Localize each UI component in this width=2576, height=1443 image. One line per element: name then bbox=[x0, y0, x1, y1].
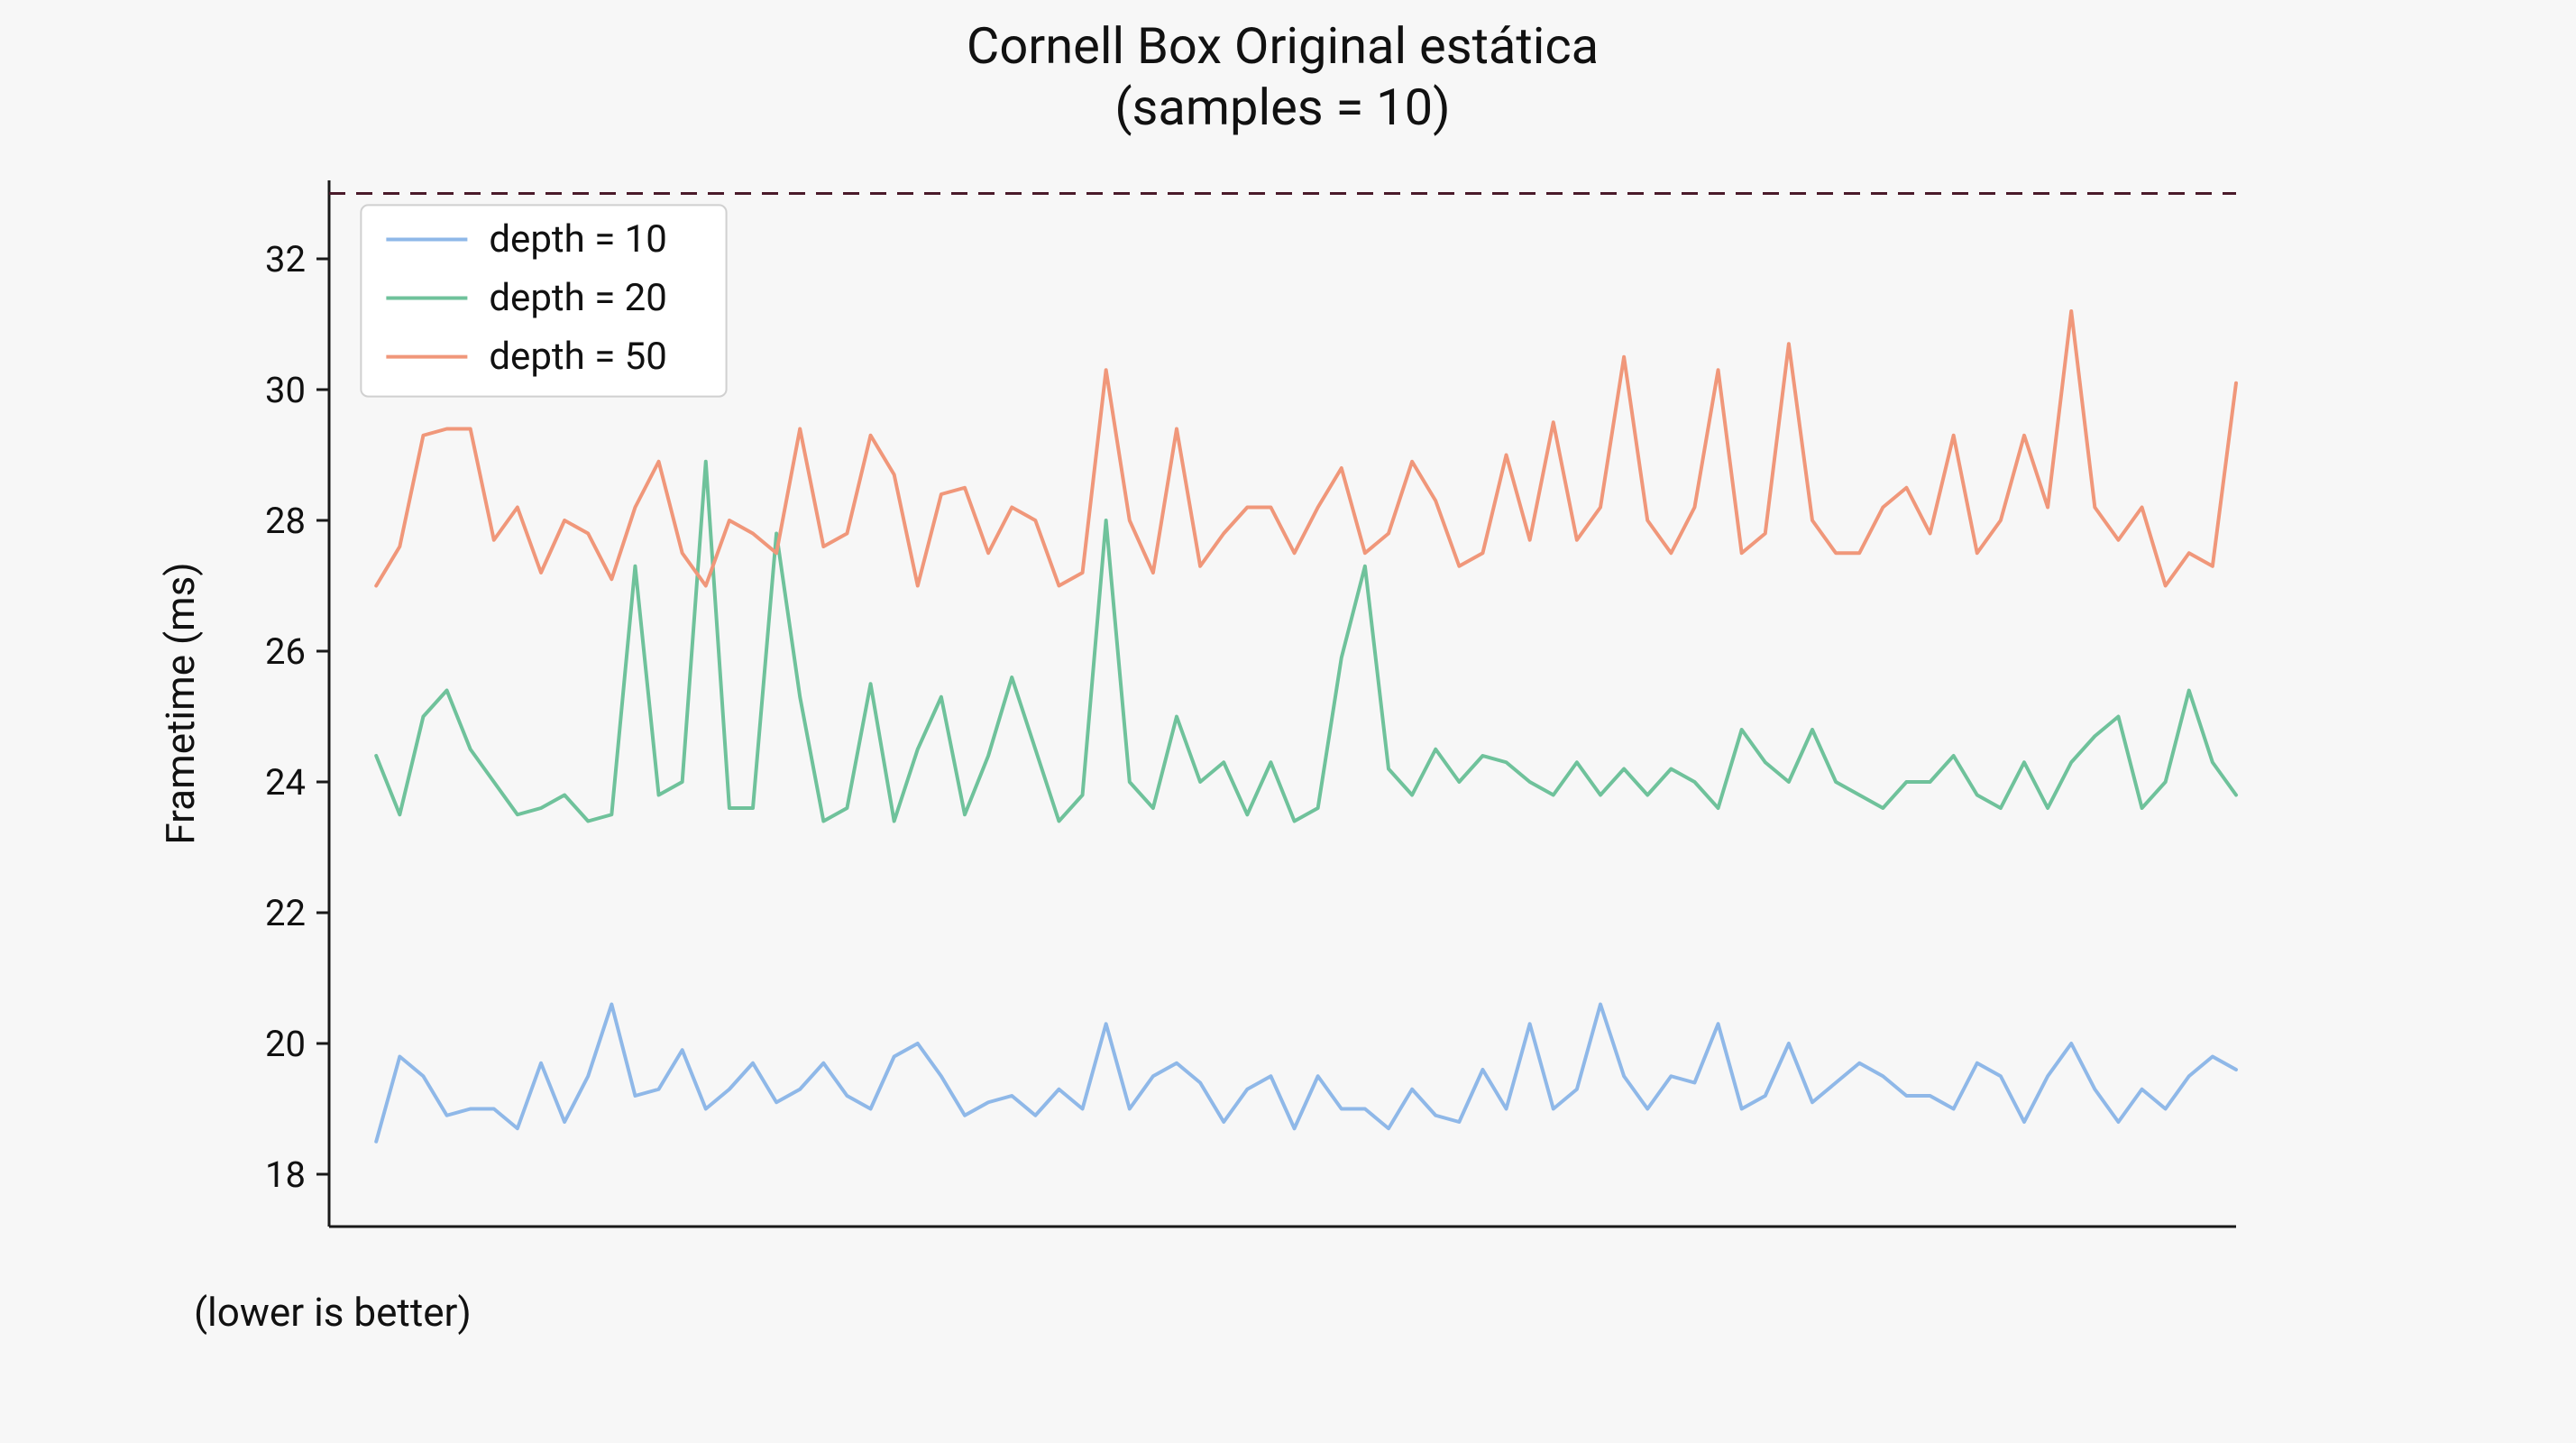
y-tick-label: 22 bbox=[265, 892, 306, 934]
y-tick-label: 20 bbox=[265, 1023, 306, 1065]
y-tick-label: 30 bbox=[265, 369, 306, 411]
y-tick-label: 24 bbox=[265, 761, 306, 804]
y-tick-label: 18 bbox=[265, 1153, 306, 1196]
y-axis-label: Frametime (ms) bbox=[157, 562, 204, 844]
chart-title-line2: (samples = 10) bbox=[1114, 78, 1450, 137]
y-tick-label: 26 bbox=[265, 630, 306, 673]
chart-footnote: (lower is better) bbox=[194, 1289, 472, 1336]
legend-label-2: depth = 50 bbox=[489, 335, 667, 379]
y-tick-label: 32 bbox=[265, 238, 306, 280]
y-tick-label: 28 bbox=[265, 500, 306, 542]
chart-title-line1: Cornell Box Original estática bbox=[967, 16, 1599, 76]
legend-label-1: depth = 20 bbox=[489, 276, 667, 320]
frametime-line-chart: Cornell Box Original estática(samples = … bbox=[0, 0, 2576, 1443]
legend-label-0: depth = 10 bbox=[489, 217, 667, 262]
